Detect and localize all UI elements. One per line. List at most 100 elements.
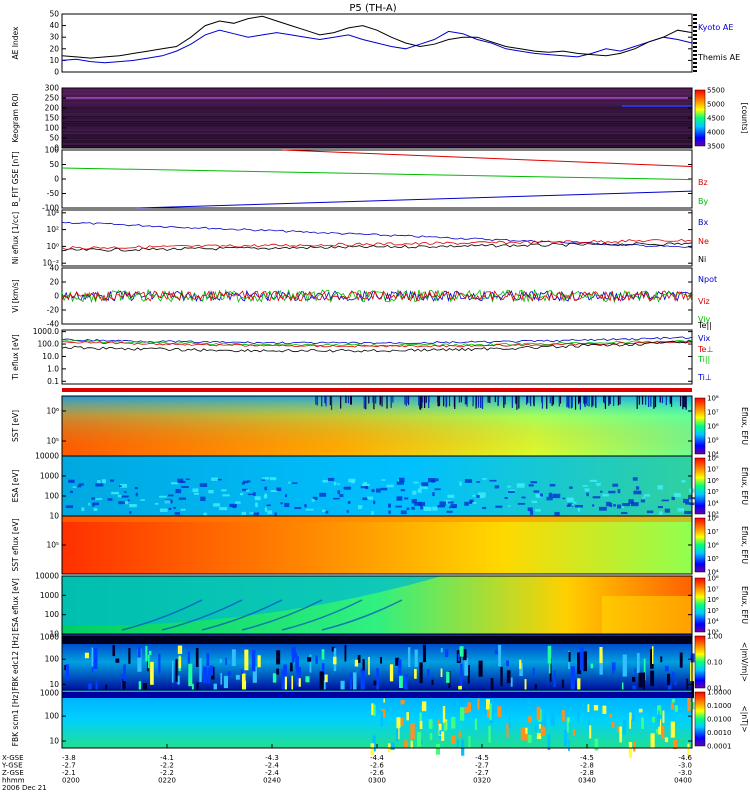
fbk-edc-stripe [112,645,115,657]
fbk-scm-stripe [593,705,599,711]
colorbar-tick-label: 10⁷ [707,528,719,536]
fbk-edc-stripe [460,663,463,686]
fbk-scm-stripe [456,739,459,747]
esa-speckle [609,502,613,508]
sst-stripe [588,396,590,407]
esa-speckle [646,510,654,514]
sst-stripe [365,396,367,410]
legend-entry: Ti⊥ [697,373,712,382]
fbk-edc-stripe [223,675,228,689]
esa-speckle [294,507,302,510]
fbk-scm-stripe [550,712,555,727]
esa-speckle [552,493,561,499]
sst-stripe [546,396,548,409]
fbk-scm-stripe [657,705,662,715]
legend-entry: Te|| [697,321,712,330]
y-label-group: FBK edc12 [Hz] [11,633,20,691]
sst-stripe [566,396,568,408]
sst-stripe [518,396,520,409]
esa-speckle [213,503,221,507]
fbk-scm-stripe [635,706,639,711]
y-label-group: B_FIT GSE [nT] [11,151,20,206]
esa-speckle [91,497,96,500]
fbk-edc-stripe [660,656,663,663]
fbk-edc-stripe [579,647,584,671]
fbk-edc-stripe [171,660,174,683]
fbk-edc-stripe [667,673,671,686]
y-axis-label: AE Index [11,26,20,59]
esa-speckle [200,496,206,502]
fbk-scm-stripe [617,726,620,733]
y-tick-label: 0.1 [47,377,59,386]
fbk-edc-stripe [175,659,178,682]
fbk-edc-stripe [457,653,460,662]
colorbar-tick-label: 10⁵ [707,555,719,563]
sst-stripe [475,396,477,409]
fbk-scm-stripe [458,731,461,738]
sst-stripe [648,396,650,408]
esa-speckle [482,506,487,510]
x-row-label: Z-GSE [2,769,24,777]
esa2-arc [241,599,323,631]
x-tick-label: -4.4 [370,754,384,762]
fbk-edc-stripe [547,645,552,664]
fbk-scm-stripe [370,743,374,756]
fbk-edc-stripe [671,671,675,679]
esa-speckle [263,494,268,499]
sst-stripe [683,396,685,407]
fbk-scm-stripe [390,742,395,750]
fbk-scm-stripe [438,723,442,736]
fbk-scm-stripe [631,710,636,722]
fbk-scm-stripe [400,699,405,705]
fbk-scm-stripe [436,743,441,755]
series-line [61,339,693,347]
edge-mark [693,26,697,28]
x-tick-label: -3.0 [678,762,692,770]
esa-speckle [516,483,525,488]
esa-speckle [681,479,686,483]
y-tick-label: 10 [49,512,59,521]
y-tick-label: -20 [47,306,59,315]
sst-stripe [381,396,383,407]
y-tick-label: 10 [49,56,59,65]
colorbar-tick-label: 10⁸ [707,515,719,523]
colorbar-label-group: Eflux, EFU [740,586,749,624]
esa-speckle [357,505,363,509]
fbk-edc-stripe [354,659,359,667]
esa-speckle [284,502,290,508]
esa-speckle [517,502,526,505]
fbk-scm-stripe [468,735,471,749]
edge-mark [693,30,697,32]
x-tick-label: 0400 [674,777,692,785]
fbk-edc-stripe [464,657,469,676]
fbk-edc-stripe [686,678,689,700]
esa-speckle [118,501,125,505]
y-tick-label: 100 [45,124,60,133]
sst-stripe [347,396,350,404]
fbk-edc-stripe [399,675,403,688]
fbk-edc-stripe [446,671,450,683]
fbk-scm-stripe [441,731,445,741]
esa-speckle [68,479,75,483]
fbk-edc-stripe [177,645,183,654]
fbk-edc-stripe [636,653,640,674]
y-tick-label: 10000 [35,572,59,581]
sst-stripe [481,396,484,409]
esa-speckle [101,479,106,484]
y-axis-label: ESA eflux [eV] [11,578,20,632]
esa-speckle [657,485,663,490]
esa-speckle [539,493,543,497]
fbk-edc-stripe [298,678,301,687]
fbk-edc-stripe [91,647,94,667]
esa-speckle [420,505,423,510]
sst-stripe [578,396,580,403]
colorbar-label: Eflux, EFU [740,467,749,505]
fbk-edc-stripe [590,663,594,669]
y-label-group: SST [eV] [11,410,20,442]
fbk-edc-stripe [407,647,411,667]
sst-stripe [453,396,456,407]
esa-speckle [521,496,526,499]
fbk-scm-stripe [566,717,569,733]
esa-speckle [253,512,260,516]
x-tick-label: -2.6 [370,769,384,777]
